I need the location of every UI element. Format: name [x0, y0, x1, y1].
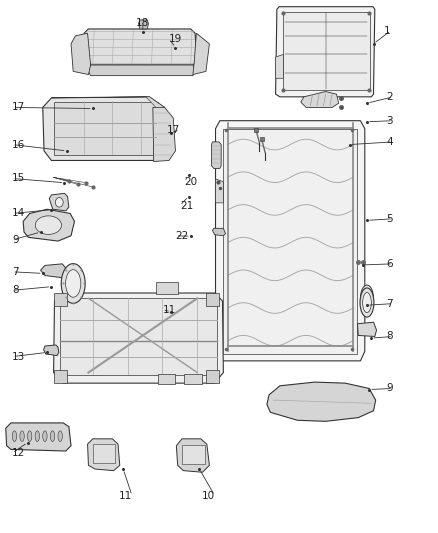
Polygon shape — [53, 293, 223, 383]
Polygon shape — [276, 7, 375, 97]
Text: 18: 18 — [136, 18, 149, 28]
Polygon shape — [215, 179, 223, 203]
Polygon shape — [357, 322, 377, 336]
Polygon shape — [212, 142, 221, 168]
Text: 14: 14 — [12, 208, 25, 219]
Bar — [53, 370, 67, 383]
Polygon shape — [156, 282, 178, 294]
Text: 8: 8 — [386, 332, 393, 342]
Text: 11: 11 — [119, 490, 132, 500]
Ellipse shape — [35, 216, 61, 235]
Ellipse shape — [360, 285, 374, 312]
Text: 10: 10 — [201, 490, 215, 500]
Text: 5: 5 — [386, 214, 393, 224]
Ellipse shape — [20, 431, 24, 441]
Polygon shape — [215, 120, 365, 361]
Ellipse shape — [360, 288, 374, 317]
Polygon shape — [177, 439, 209, 472]
Polygon shape — [43, 97, 167, 160]
Ellipse shape — [50, 431, 55, 441]
Polygon shape — [276, 54, 283, 78]
Text: 19: 19 — [169, 34, 182, 44]
Text: 17: 17 — [12, 102, 25, 112]
Polygon shape — [184, 374, 201, 384]
Bar — [283, 12, 370, 91]
Text: 11: 11 — [162, 305, 176, 315]
Bar — [53, 293, 67, 306]
Text: 22: 22 — [176, 231, 189, 241]
Ellipse shape — [12, 431, 17, 441]
Bar — [206, 370, 219, 383]
Text: 13: 13 — [12, 352, 25, 361]
Polygon shape — [49, 193, 69, 211]
Polygon shape — [301, 92, 339, 108]
Ellipse shape — [28, 431, 32, 441]
Ellipse shape — [55, 198, 63, 207]
Text: 4: 4 — [386, 137, 393, 147]
Polygon shape — [44, 345, 59, 356]
Text: 8: 8 — [12, 285, 19, 295]
Bar — [223, 128, 357, 354]
Polygon shape — [267, 382, 376, 421]
Polygon shape — [138, 20, 148, 29]
Polygon shape — [6, 423, 71, 451]
Bar — [60, 298, 217, 375]
Text: 7: 7 — [12, 267, 19, 277]
Text: 2: 2 — [386, 92, 393, 102]
Ellipse shape — [35, 431, 39, 441]
Text: 17: 17 — [166, 125, 180, 135]
Bar — [206, 293, 219, 306]
Polygon shape — [193, 33, 209, 75]
Polygon shape — [41, 264, 69, 278]
Text: 9: 9 — [12, 235, 19, 245]
Bar — [53, 102, 158, 155]
Bar — [182, 445, 205, 464]
Polygon shape — [23, 209, 74, 241]
Polygon shape — [88, 439, 120, 471]
Text: 3: 3 — [386, 116, 393, 126]
Text: 6: 6 — [386, 259, 393, 269]
Ellipse shape — [363, 293, 371, 313]
Text: 12: 12 — [12, 448, 25, 458]
Text: 21: 21 — [180, 200, 193, 211]
Text: 20: 20 — [184, 176, 197, 187]
Polygon shape — [84, 29, 197, 65]
Text: 9: 9 — [386, 383, 393, 393]
Ellipse shape — [43, 431, 47, 441]
Text: 15: 15 — [12, 173, 25, 183]
Polygon shape — [71, 33, 91, 75]
Polygon shape — [153, 108, 176, 161]
Bar — [93, 444, 115, 463]
Polygon shape — [51, 97, 165, 108]
Ellipse shape — [66, 270, 81, 297]
Text: 16: 16 — [12, 140, 25, 150]
Text: 1: 1 — [384, 26, 391, 36]
Ellipse shape — [58, 431, 62, 441]
Polygon shape — [158, 374, 176, 384]
Text: 7: 7 — [386, 298, 393, 309]
Polygon shape — [212, 228, 226, 236]
Ellipse shape — [61, 264, 85, 303]
Polygon shape — [88, 65, 195, 76]
